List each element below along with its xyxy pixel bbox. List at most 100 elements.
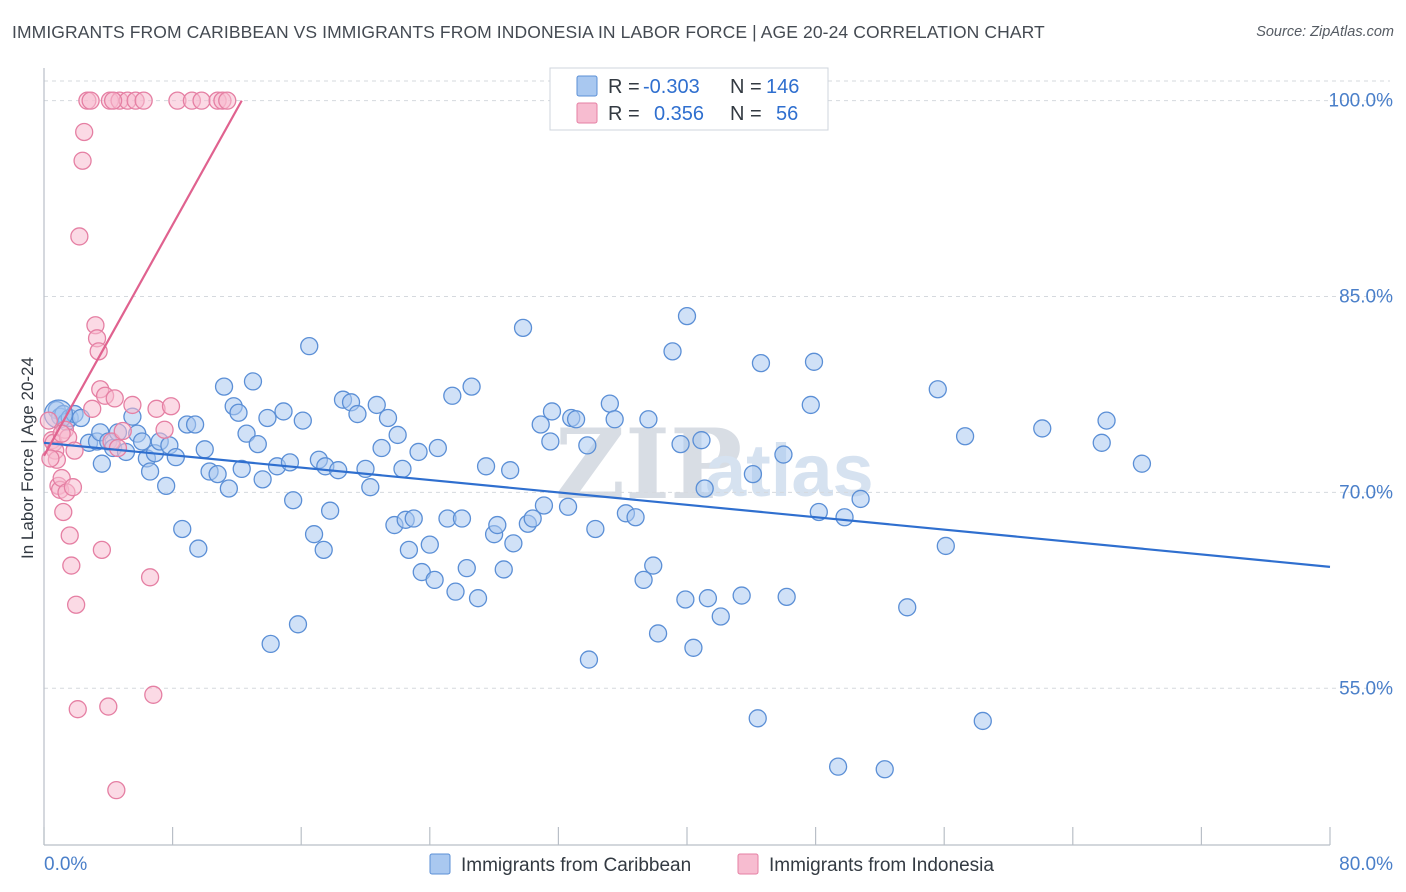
x-tick-labels: 0.0% 80.0% [44, 854, 1393, 875]
caribbean-point [504, 534, 523, 553]
caribbean-point [399, 540, 419, 560]
caribbean-point [393, 459, 412, 479]
caribbean-point [534, 496, 554, 515]
indonesia-point [105, 389, 124, 408]
caribbean-point [751, 353, 771, 373]
series-legend: Immigrants from Caribbean Immigrants fro… [429, 853, 994, 876]
caribbean-point [300, 337, 319, 356]
indonesia-point [62, 556, 81, 575]
caribbean-point [388, 425, 407, 445]
caribbean-point [243, 372, 263, 391]
caribbean-point [677, 306, 697, 326]
caribbean-point [531, 415, 550, 434]
y-tick-labels: 55.0% 70.0% 85.0% 100.0% [1329, 91, 1394, 700]
y-tick-label: 70.0% [1339, 482, 1393, 503]
caribbean-point [955, 427, 975, 446]
caribbean-point [626, 508, 645, 527]
caribbean-point [828, 757, 848, 776]
caribbean-point [875, 760, 894, 779]
indonesia-point [54, 502, 73, 522]
y-tick-label: 85.0% [1339, 287, 1393, 308]
caribbean-point [214, 377, 234, 396]
caribbean-point [663, 342, 682, 361]
caribbean-point [1092, 433, 1111, 452]
caribbean-point [425, 570, 444, 590]
indonesia-point [155, 420, 174, 439]
caribbean-point [488, 515, 507, 535]
caribbean-point [743, 464, 763, 484]
y-tick-label: 55.0% [1339, 678, 1393, 699]
bottom-legend-swatch-indonesia [737, 853, 759, 875]
caribbean-point [801, 395, 820, 415]
caribbean-point [898, 598, 917, 617]
indonesia-point [60, 526, 79, 545]
caribbean-point [1097, 411, 1116, 430]
legend-n-value-1: 146 [766, 76, 799, 98]
caribbean-point [605, 410, 624, 429]
y-tick-label: 100.0% [1329, 91, 1394, 112]
caribbean-point [253, 470, 272, 489]
indonesia-point [81, 91, 100, 110]
caribbean-point [644, 556, 663, 575]
indonesia-point [123, 395, 142, 415]
indonesia-point [67, 595, 86, 614]
caribbean-point [462, 377, 481, 396]
legend-swatch-caribbean [576, 75, 598, 97]
caribbean-point [457, 559, 476, 578]
caribbean-point [157, 476, 176, 496]
caribbean-point [219, 479, 239, 498]
caribbean-point [404, 509, 423, 528]
caribbean-point [258, 408, 277, 428]
watermark-atlas: atlas [705, 429, 874, 512]
indonesia-point [75, 122, 94, 142]
caribbean-point [1132, 454, 1152, 473]
caribbean-point [304, 525, 324, 544]
indonesia-point [134, 91, 153, 110]
caribbean-point [494, 560, 513, 579]
caribbean-point [229, 403, 248, 422]
bottom-legend-swatch-caribbean [429, 853, 451, 875]
indonesia-point [218, 91, 237, 110]
caribbean-point [468, 589, 488, 608]
caribbean-point [320, 501, 340, 520]
indonesia-point [83, 399, 102, 418]
indonesia-point [144, 685, 163, 704]
legend-n-label-2: N = [730, 103, 762, 125]
caribbean-point [558, 497, 578, 516]
caribbean-point [237, 424, 256, 443]
caribbean-point [314, 540, 333, 560]
legend-r-label-1: R = [608, 76, 640, 98]
caribbean-point [579, 650, 599, 669]
caribbean-point [586, 519, 605, 539]
caribbean-point [695, 479, 714, 498]
trend-lines [43, 100, 1331, 568]
caribbean-point [684, 638, 703, 657]
caribbean-point [600, 394, 619, 413]
caribbean-point [288, 615, 308, 634]
caribbean-point [973, 711, 992, 731]
caribbean-point [639, 410, 658, 429]
caribbean-point [476, 457, 496, 476]
caribbean-point [293, 411, 312, 430]
indonesia-point [192, 91, 211, 110]
caribbean-point [748, 709, 767, 728]
caribbean-point [732, 586, 751, 605]
caribbean-point [851, 489, 870, 509]
caribbean-point [195, 440, 214, 459]
indonesia-point [103, 91, 123, 110]
y-axis-label: In Labor Force | Age 20-24 [18, 357, 37, 559]
caribbean-point [692, 431, 711, 450]
indonesia-point [92, 540, 112, 560]
caribbean-point [348, 404, 367, 424]
caribbean-point [443, 386, 462, 405]
legend-n-value-2: 56 [776, 103, 798, 125]
indonesia-point [161, 397, 181, 416]
trend-line-caribbean [43, 441, 1331, 568]
indonesia-point [41, 449, 60, 468]
caribbean-point [835, 508, 854, 527]
caribbean-point [409, 442, 428, 462]
indonesia-point [140, 568, 160, 587]
legend-r-label-2: R = [608, 103, 640, 125]
indonesia-point [68, 700, 87, 719]
